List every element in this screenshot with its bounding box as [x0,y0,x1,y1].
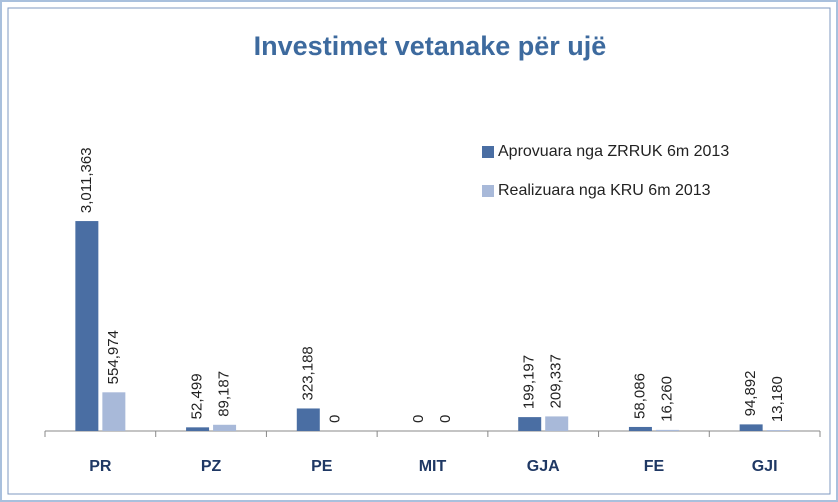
bar [186,427,210,431]
data-label: 0 [326,415,343,423]
data-label: 199,197 [521,355,538,409]
bar [102,392,126,431]
legend-label: Aprovuara nga ZRRUK 6m 2013 [498,143,729,160]
chart-border [7,7,831,495]
bar [766,430,790,431]
legend-swatch [482,185,494,197]
chart-title: Investimet vetanake për ujë [254,31,607,61]
bar [655,429,679,431]
data-label: 94,892 [742,370,759,416]
data-label: 58,086 [631,373,648,419]
data-label: 209,337 [548,354,565,408]
data-label: 13,180 [769,376,786,422]
bar [545,416,569,431]
data-label: 52,499 [189,373,206,419]
data-label: 16,260 [658,376,675,422]
x-tick-label: MIT [419,458,447,475]
data-label: 89,187 [216,371,233,417]
data-label: 0 [437,415,454,423]
bar [628,426,652,431]
x-tick-label: GJI [752,458,778,475]
data-label: 554,974 [105,330,122,384]
bar [213,424,237,431]
data-label: 0 [410,415,427,423]
bar [296,408,320,431]
x-tick-label: GJA [527,458,560,475]
x-tick-label: PE [311,458,333,475]
bar [75,221,99,431]
x-tick-label: PZ [201,458,222,475]
data-label: 323,188 [299,346,316,400]
x-tick-label: FE [644,458,665,475]
x-tick-label: PR [89,458,112,475]
legend-swatch [482,146,494,158]
bar [518,417,542,431]
legend-label: Realizuara nga KRU 6m 2013 [498,182,711,199]
data-label: 3,011,363 [78,147,95,213]
bar [739,424,763,431]
